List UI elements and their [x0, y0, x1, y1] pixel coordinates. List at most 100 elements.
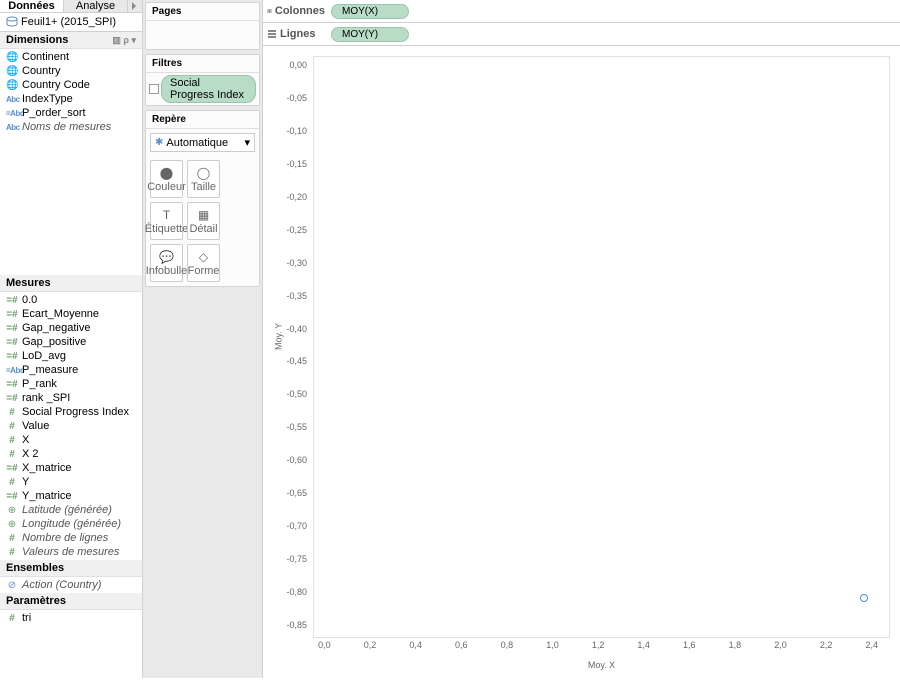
data-point[interactable] — [860, 594, 868, 602]
plot-region[interactable] — [313, 56, 890, 638]
rows-shelf[interactable]: Lignes MOY(Y) — [263, 23, 900, 46]
size-icon: ◯ — [197, 166, 210, 180]
field-tri[interactable]: #tri — [0, 611, 142, 625]
columns-shelf[interactable]: Colonnes MOY(X) — [263, 0, 900, 23]
field-y[interactable]: #Y — [0, 475, 142, 489]
datasource-selector[interactable]: Feuil1+ (2015_SPI) — [0, 13, 142, 32]
dropdown-arrow-icon: ▾ — [244, 136, 250, 149]
marks-color-button[interactable]: ⬤Couleur — [150, 160, 183, 198]
field-rank-spi[interactable]: =#rank _SPI — [0, 391, 142, 405]
filters-body[interactable]: Social Progress Index — [146, 73, 259, 105]
sets-list: ⊘Action (Country) — [0, 577, 142, 593]
y-tick: -0,25 — [286, 225, 307, 235]
x-tick: 0,8 — [501, 640, 514, 650]
marks-shape-button[interactable]: ◇Forme — [187, 244, 220, 282]
x-axis-title: Moy. X — [588, 660, 615, 670]
y-tick: -0,20 — [286, 192, 307, 202]
x-tick: 2,0 — [774, 640, 787, 650]
filter-pill-spi[interactable]: Social Progress Index — [161, 75, 256, 103]
field-x-2[interactable]: #X 2 — [0, 447, 142, 461]
field-indextype[interactable]: AbcIndexType — [0, 92, 142, 106]
tab-data[interactable]: Données — [0, 0, 64, 12]
rows-icon — [267, 29, 277, 39]
cards-panel: Pages Filtres Social Progress Index Repè… — [143, 0, 263, 678]
field-latitude-g-n-r-e-[interactable]: ⊕Latitude (générée) — [0, 503, 142, 517]
y-tick: 0,00 — [289, 60, 307, 70]
field-country-code[interactable]: 🌐Country Code — [0, 78, 142, 92]
field-x-matrice[interactable]: =#X_matrice — [0, 461, 142, 475]
field-x[interactable]: #X — [0, 433, 142, 447]
field-action-country-[interactable]: ⊘Action (Country) — [0, 578, 142, 592]
field-gap-negative[interactable]: =#Gap_negative — [0, 321, 142, 335]
field-country[interactable]: 🌐Country — [0, 64, 142, 78]
color-icon: ⬤ — [160, 166, 173, 180]
y-tick: -0,05 — [286, 93, 307, 103]
y-tick: -0,15 — [286, 159, 307, 169]
dimensions-search-controls[interactable]: ▥ ρ ▾ — [112, 35, 136, 46]
columns-pill[interactable]: MOY(X) — [331, 4, 409, 19]
field-longitude-g-n-r-e-[interactable]: ⊕Longitude (générée) — [0, 517, 142, 531]
field-continent[interactable]: 🌐Continent — [0, 50, 142, 64]
y-tick: -0,85 — [286, 620, 307, 630]
marks-size-button[interactable]: ◯Taille — [187, 160, 220, 198]
y-tick: -0,30 — [286, 258, 307, 268]
y-tick: -0,10 — [286, 126, 307, 136]
field-social-progress-index[interactable]: #Social Progress Index — [0, 405, 142, 419]
field-p-order-sort[interactable]: =AbcP_order_sort — [0, 106, 142, 120]
x-tick: 1,2 — [592, 640, 605, 650]
y-axis: Moy. Y 0,00-0,05-0,10-0,15-0,20-0,25-0,3… — [269, 52, 313, 638]
marks-card: Repère ✱ Automatique ▾ ⬤Couleur◯TailleTÉ… — [145, 110, 260, 287]
params-list: #tri — [0, 610, 142, 626]
data-sidebar: Données Analyse Feuil1+ (2015_SPI) Dimen… — [0, 0, 143, 678]
x-tick: 0,2 — [364, 640, 377, 650]
x-tick: 1,6 — [683, 640, 696, 650]
tab-analyse[interactable]: Analyse — [64, 0, 128, 12]
measures-header: Mesures — [0, 275, 142, 292]
y-tick: -0,45 — [286, 356, 307, 366]
x-tick: 0,4 — [409, 640, 422, 650]
dimensions-label: Dimensions — [6, 34, 68, 46]
marks-title: Repère — [146, 111, 259, 129]
pages-card: Pages — [145, 2, 260, 50]
x-tick: 1,8 — [729, 640, 742, 650]
measures-list: =#0.0=#Ecart_Moyenne=#Gap_negative=#Gap_… — [0, 292, 142, 560]
dimensions-list: 🌐Continent🌐Country🌐Country CodeAbcIndexT… — [0, 49, 142, 135]
measures-label: Mesures — [6, 277, 51, 289]
rows-pill[interactable]: MOY(Y) — [331, 27, 409, 42]
field-ecart-moyenne[interactable]: =#Ecart_Moyenne — [0, 307, 142, 321]
columns-label-text: Colonnes — [275, 5, 325, 17]
pages-drop-target[interactable] — [146, 21, 259, 49]
columns-shelf-label: Colonnes — [267, 5, 325, 17]
chart[interactable]: Moy. Y 0,00-0,05-0,10-0,15-0,20-0,25-0,3… — [269, 52, 894, 672]
field-p-rank[interactable]: =#P_rank — [0, 377, 142, 391]
y-tick: -0,50 — [286, 389, 307, 399]
field-lod-avg[interactable]: =#LoD_avg — [0, 349, 142, 363]
field-gap-positive[interactable]: =#Gap_positive — [0, 335, 142, 349]
field-nombre-de-lignes[interactable]: #Nombre de lignes — [0, 531, 142, 545]
marks-grid: ⬤Couleur◯TailleTÉtiquette▦Détail💬Infobul… — [146, 156, 259, 286]
marks-detail-button[interactable]: ▦Détail — [187, 202, 220, 240]
marks-type-dropdown[interactable]: ✱ Automatique ▾ — [150, 133, 255, 152]
field-noms-de-mesures[interactable]: AbcNoms de mesures — [0, 120, 142, 134]
x-tick: 2,4 — [865, 640, 878, 650]
sets-label: Ensembles — [6, 562, 64, 574]
field-y-matrice[interactable]: =#Y_matrice — [0, 489, 142, 503]
y-tick: -0,60 — [286, 455, 307, 465]
x-tick: 1,0 — [546, 640, 559, 650]
marks-type-label: Automatique — [166, 137, 228, 149]
field-0-0[interactable]: =#0.0 — [0, 293, 142, 307]
tab-overflow-icon[interactable] — [128, 0, 142, 12]
tooltip-icon: 💬 — [159, 250, 174, 264]
field-valeurs-de-mesures[interactable]: #Valeurs de mesures — [0, 545, 142, 559]
x-tick: 0,6 — [455, 640, 468, 650]
sidebar-tabs: Données Analyse — [0, 0, 142, 13]
pages-title: Pages — [146, 3, 259, 21]
marks-tooltip-button[interactable]: 💬Infobulle — [150, 244, 183, 282]
y-tick: -0,70 — [286, 521, 307, 531]
rows-shelf-label: Lignes — [267, 28, 325, 40]
field-p-measure[interactable]: =AbcP_measure — [0, 363, 142, 377]
field-value[interactable]: #Value — [0, 419, 142, 433]
filter-checkbox-icon[interactable] — [149, 84, 159, 94]
y-tick: -0,55 — [286, 422, 307, 432]
marks-label-button[interactable]: TÉtiquette — [150, 202, 183, 240]
